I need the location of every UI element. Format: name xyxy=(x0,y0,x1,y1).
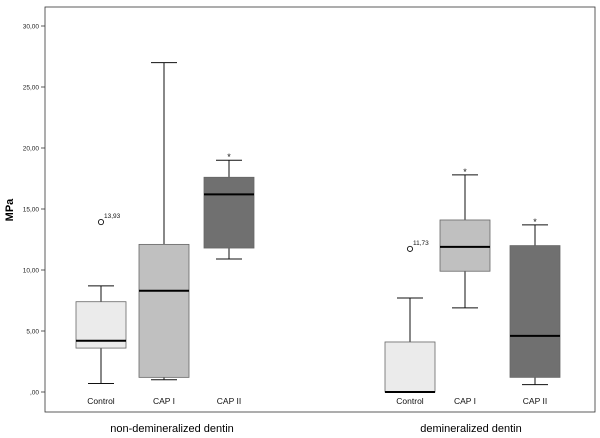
y-tick-label: 10,00 xyxy=(23,267,40,274)
box-iqr xyxy=(139,244,189,377)
y-tick-label: 30,00 xyxy=(23,23,40,30)
y-tick-label: 15,00 xyxy=(23,206,40,213)
y-tick-label: 25,00 xyxy=(23,84,40,91)
box-iqr xyxy=(385,342,435,392)
outlier-label: 11,73 xyxy=(413,240,429,247)
y-axis: ,00 5,00 10,00 15,00 20,00 25,00 30,00 xyxy=(23,23,45,396)
category-label-cap-ii: CAP II xyxy=(217,396,241,406)
category-label-control: Control xyxy=(396,396,424,406)
group-label-non-demineralized: non-demineralized dentin xyxy=(110,423,234,435)
y-tick-label: 5,00 xyxy=(26,328,39,335)
group-label-demineralized: demineralized dentin xyxy=(420,423,522,435)
significance-star: * xyxy=(533,217,537,227)
y-tick-label: 20,00 xyxy=(23,145,40,152)
box-plot-chart: ,00 5,00 10,00 15,00 20,00 25,00 30,00 13,93 * 1… xyxy=(0,0,600,438)
outlier-label: 13,93 xyxy=(104,213,121,220)
box-iqr xyxy=(204,177,254,248)
box-iqr xyxy=(440,220,490,271)
category-label-cap-ii: CAP II xyxy=(523,396,547,406)
y-tick-label: ,00 xyxy=(30,389,39,396)
outlier-point xyxy=(407,246,412,251)
significance-star: * xyxy=(227,152,231,162)
category-label-control: Control xyxy=(87,396,115,406)
y-axis-label: MPa xyxy=(4,198,16,222)
box-iqr xyxy=(510,246,560,378)
category-label-cap-i: CAP I xyxy=(454,396,476,406)
significance-star: * xyxy=(463,167,467,177)
category-label-cap-i: CAP I xyxy=(153,396,175,406)
outlier-point xyxy=(98,219,103,224)
